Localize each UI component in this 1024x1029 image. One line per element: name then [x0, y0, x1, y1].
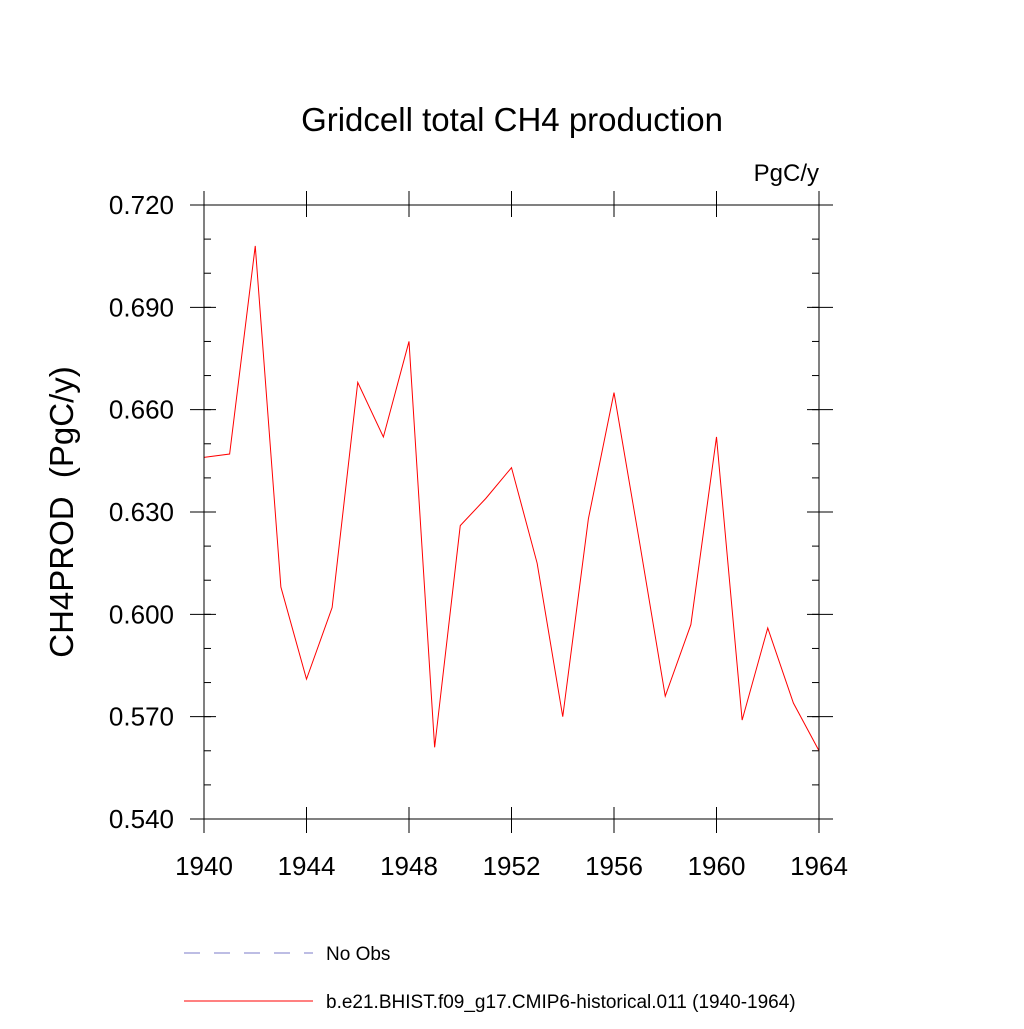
series-line [203, 245, 820, 752]
axis-tick-labels: 1940 1944 1948 1952 1956 1960 1964 0.540 0.570 0.… [109, 190, 848, 881]
x-tick-label: 1952 [483, 851, 541, 881]
legend-label: b.e21.BHIST.f09_g17.CMIP6-historical.011… [326, 992, 796, 1013]
x-tick-label: 1960 [688, 851, 746, 881]
y-axis-label: CH4PROD (PgC/y) [43, 366, 80, 658]
y-tick-label: 0.630 [109, 497, 174, 527]
axis-ticks [190, 191, 833, 833]
legend-label: No Obs [326, 944, 390, 965]
x-tick-label: 1944 [278, 851, 336, 881]
x-tick-label: 1948 [380, 851, 438, 881]
y-tick-label: 0.600 [109, 599, 174, 629]
legend: No Obs b.e21.BHIST.f09_g17.CMIP6-historic… [184, 944, 796, 1013]
x-tick-label: 1964 [790, 851, 848, 881]
y-tick-label: 0.660 [109, 395, 174, 425]
y-tick-label: 0.720 [109, 190, 174, 220]
y-tick-label: 0.690 [109, 292, 174, 322]
units-label: PgC/y [754, 160, 819, 187]
plot-frame [203, 204, 820, 820]
x-tick-label: 1940 [175, 851, 233, 881]
chart-title: Gridcell total CH4 production [301, 101, 723, 138]
series-layer [203, 245, 820, 752]
x-tick-label: 1956 [585, 851, 643, 881]
y-tick-label: 0.570 [109, 702, 174, 732]
y-tick-label: 0.540 [109, 804, 174, 834]
